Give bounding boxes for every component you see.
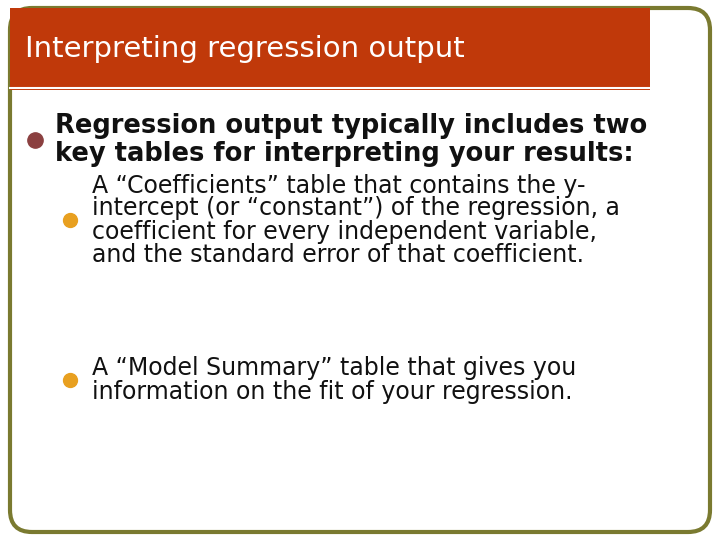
Text: key tables for interpreting your results:: key tables for interpreting your results…: [55, 141, 634, 167]
Text: information on the fit of your regression.: information on the fit of your regressio…: [92, 380, 572, 403]
Text: and the standard error of that coefficient.: and the standard error of that coefficie…: [92, 242, 584, 267]
Text: A “Model Summary” table that gives you: A “Model Summary” table that gives you: [92, 356, 576, 381]
Text: Interpreting regression output: Interpreting regression output: [25, 35, 464, 63]
Text: A “Coefficients” table that contains the y-: A “Coefficients” table that contains the…: [92, 173, 585, 198]
Text: Regression output typically includes two: Regression output typically includes two: [55, 113, 647, 139]
Text: coefficient for every independent variable,: coefficient for every independent variab…: [92, 219, 597, 244]
Bar: [10, 8, 650, 90]
Text: intercept (or “constant”) of the regression, a: intercept (or “constant”) of the regress…: [92, 197, 620, 220]
FancyBboxPatch shape: [10, 8, 620, 90]
FancyBboxPatch shape: [10, 8, 710, 532]
